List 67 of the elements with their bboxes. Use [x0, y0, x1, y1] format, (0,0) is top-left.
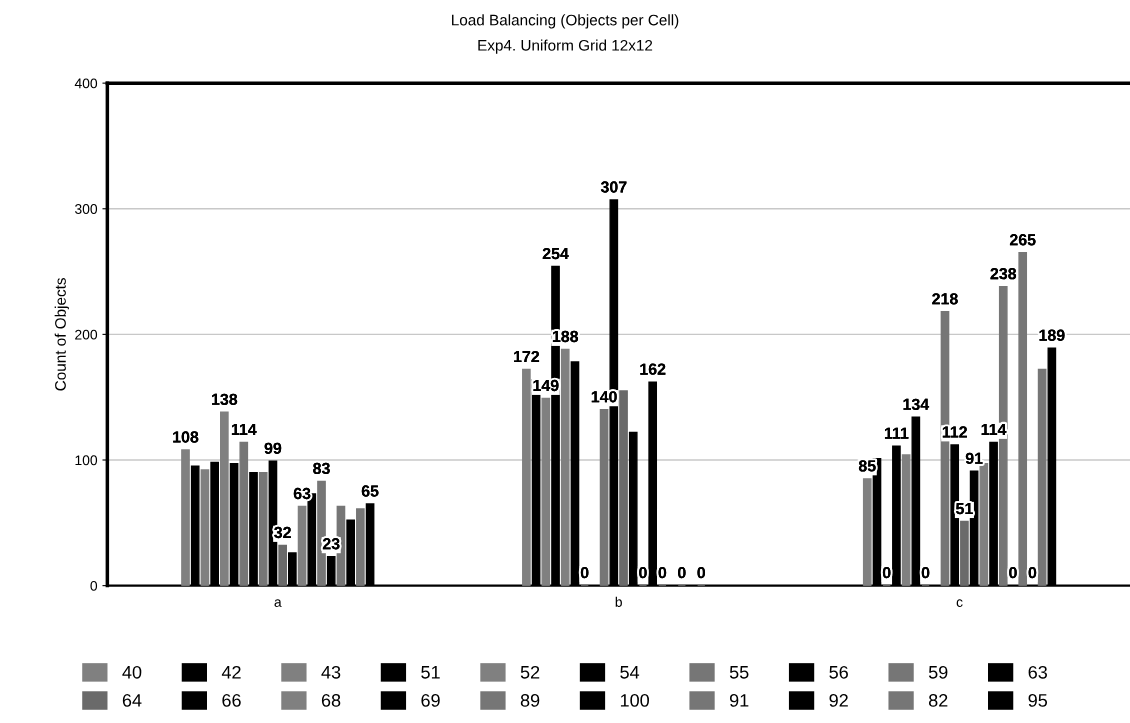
data-label: 112: [942, 426, 967, 438]
legend-label: 42: [221, 665, 241, 679]
legend-label: 63: [1028, 665, 1047, 679]
data-label: 85: [858, 460, 876, 472]
legend-label: 89: [520, 694, 540, 707]
data-label: 254: [542, 247, 569, 260]
data-label: 0: [658, 567, 667, 579]
data-label: 238: [990, 268, 1017, 280]
data-label: 0: [639, 567, 647, 579]
data-label: 0: [678, 567, 686, 579]
data-label: 0: [882, 567, 891, 579]
legend-label: 54: [620, 666, 640, 679]
data-label: 114: [981, 423, 1007, 435]
data-label: 140: [591, 391, 617, 403]
legend-label: 69: [421, 694, 440, 707]
data-label: 307: [600, 181, 627, 193]
data-label: 91: [965, 452, 983, 464]
legend-label: 68: [321, 694, 341, 707]
data-label: 149: [533, 379, 559, 392]
data-label: 65: [361, 485, 379, 497]
data-label: 0: [1028, 567, 1037, 579]
data-label: 0: [1009, 567, 1017, 579]
data-label: 63: [293, 487, 311, 500]
legend-label: 59: [928, 665, 948, 679]
data-label: 114: [231, 423, 257, 435]
legend-label: 100: [620, 694, 649, 707]
data-label: 134: [903, 398, 930, 410]
y-tick-label: 400: [74, 78, 98, 89]
y-tick-label: 200: [75, 329, 98, 340]
y-tick-label: 300: [74, 204, 98, 214]
data-label: 51: [956, 503, 973, 515]
legend-label: 66: [222, 694, 241, 707]
chart-title: Load Balancing (Objects per Cell): [452, 14, 679, 29]
legend-label: 40: [122, 665, 142, 679]
data-label: 32: [274, 526, 291, 539]
data-label: 172: [514, 350, 540, 363]
data-label: 23: [322, 538, 340, 550]
data-label: 99: [264, 442, 282, 454]
legend-label: 82: [928, 694, 948, 707]
data-label: 0: [697, 567, 706, 579]
legend-label: 51: [421, 666, 440, 679]
data-label: 138: [212, 393, 238, 405]
legend-label: 52: [520, 665, 540, 679]
data-label: 0: [921, 567, 930, 579]
x-tick-label: a: [274, 599, 282, 607]
y-axis-title: Count of Objects: [54, 278, 69, 391]
data-label: 108: [173, 431, 199, 443]
legend-label: 56: [829, 665, 848, 679]
x-tick-label: b: [615, 596, 622, 607]
y-tick-label: 100: [75, 455, 98, 466]
data-label: 189: [1039, 329, 1065, 341]
x-tick-label: c: [956, 599, 963, 607]
chart-subtitle: Exp4. Uniform Grid 12x12: [478, 39, 653, 54]
data-label: 265: [1009, 234, 1036, 246]
data-label: 83: [313, 462, 330, 475]
legend-label: 95: [1028, 694, 1048, 707]
legend-label: 55: [729, 666, 749, 679]
data-label: 188: [552, 330, 579, 343]
data-label: 162: [640, 363, 666, 375]
legend-label: 64: [122, 694, 142, 707]
legend-label: 92: [829, 694, 848, 707]
y-tick-label: 0: [90, 580, 98, 591]
data-label: 218: [932, 293, 958, 305]
data-label: 111: [884, 427, 909, 439]
data-label: 0: [580, 567, 589, 579]
legend-label: 91: [729, 694, 749, 707]
legend-label: 43: [321, 665, 341, 679]
